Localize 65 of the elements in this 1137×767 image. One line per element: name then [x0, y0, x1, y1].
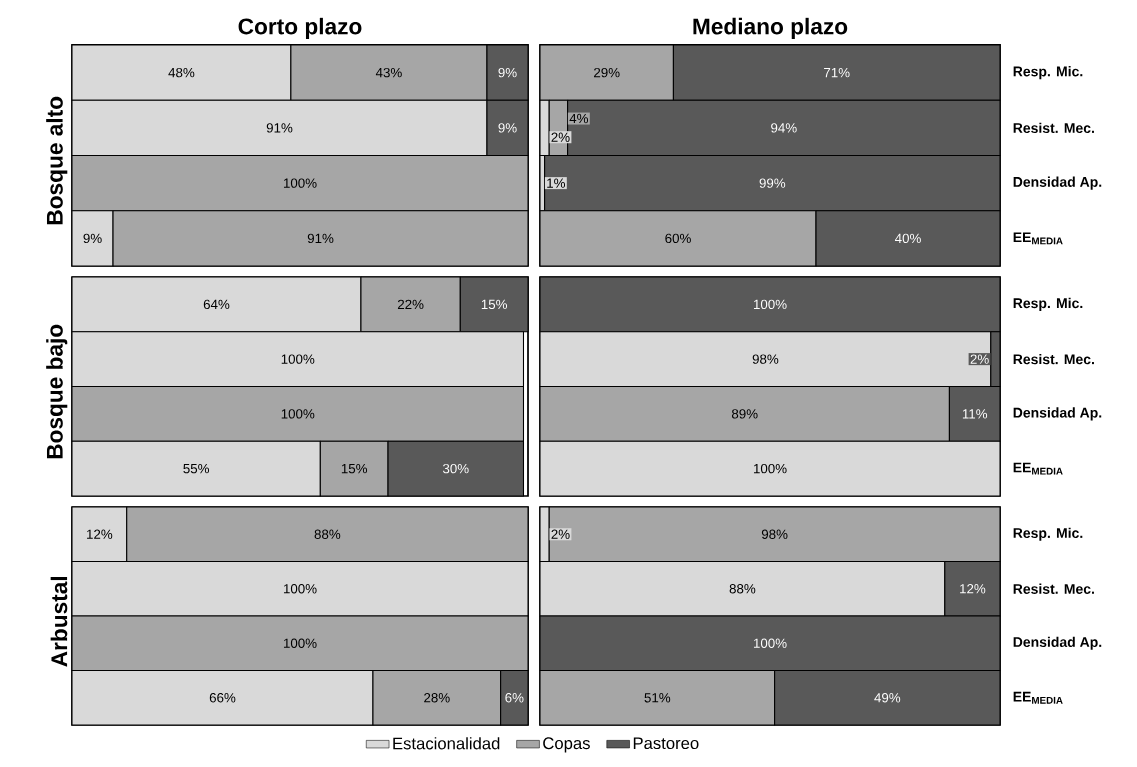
data-label: 15%	[341, 463, 368, 474]
data-label: 88%	[314, 529, 341, 539]
y-tick-label: Resist. Mec.	[1013, 353, 1094, 365]
y-tick-label: Densidad Ap.	[1013, 176, 1102, 190]
data-label: 2%	[551, 132, 570, 142]
legend-label: Pastoreo	[633, 737, 699, 750]
data-label: 9%	[83, 233, 102, 244]
data-label: 64%	[203, 299, 230, 310]
legend-label: Copas	[543, 737, 590, 753]
y-tick-label: EE$_{MEDIA}$	[1013, 462, 1063, 475]
data-label: 29%	[594, 67, 620, 78]
data-label: 99%	[759, 178, 786, 188]
data-label: 43%	[375, 67, 402, 78]
y-tick-label: Densidad Ap.	[1013, 636, 1102, 650]
data-label: 89%	[731, 409, 758, 419]
y-tick-label: Resist. Mec.	[1013, 583, 1094, 594]
data-label: 6%	[505, 693, 524, 703]
data-label: 60%	[665, 233, 691, 244]
data-label: 100%	[283, 178, 317, 188]
data-label: 91%	[266, 123, 293, 133]
data-label: 66%	[209, 693, 236, 703]
data-label: 100%	[753, 638, 787, 648]
data-label: 1%	[547, 178, 566, 188]
data-label: 49%	[874, 693, 901, 703]
data-label: 91%	[307, 233, 334, 244]
y-axis-title: Bosque bajo	[46, 324, 68, 459]
data-label: 88%	[729, 584, 756, 594]
data-label: 100%	[281, 354, 315, 364]
y-tick-label: Resp. Mic.	[1013, 66, 1083, 80]
data-label: 71%	[824, 67, 850, 78]
y-tick-label: EE$_{MEDIA}$	[1013, 691, 1063, 704]
data-label: 94%	[771, 123, 797, 133]
data-label: 40%	[894, 233, 921, 244]
legend-label: Estacionalidad	[393, 737, 500, 750]
data-label: 2%	[551, 529, 570, 539]
data-label: 12%	[960, 584, 986, 594]
chart-title: Corto plazo	[238, 17, 362, 39]
y-tick-label: Resp. Mic.	[1013, 527, 1083, 541]
y-axis-title: Bosque alto	[46, 96, 68, 225]
chart-title: Mediano plazo	[693, 17, 848, 39]
data-label: 100%	[281, 409, 315, 419]
data-label: 9%	[498, 123, 517, 133]
y-tick-label: Densidad Ap.	[1013, 407, 1102, 421]
data-label: 100%	[753, 299, 787, 310]
data-label: 22%	[397, 299, 424, 310]
data-label: 48%	[168, 67, 195, 78]
y-tick-label: Resist. Mec.	[1013, 122, 1094, 134]
data-label: 11%	[962, 409, 988, 419]
data-label: 28%	[424, 693, 450, 703]
data-label: 30%	[442, 463, 469, 474]
data-label: 55%	[183, 463, 210, 474]
y-axis-title: Arbustal	[50, 576, 68, 667]
y-tick-label: Resp. Mic.	[1013, 297, 1083, 311]
data-label: 100%	[753, 463, 787, 474]
data-label: 9%	[498, 67, 517, 78]
data-label: 15%	[481, 299, 508, 310]
data-label: 12%	[87, 529, 113, 539]
data-label: 2%	[970, 354, 989, 364]
data-label: 98%	[752, 354, 779, 364]
y-tick-label: EE$_{MEDIA}$	[1013, 232, 1063, 245]
data-label: 100%	[283, 638, 317, 648]
data-label: 100%	[283, 584, 317, 594]
data-label: 51%	[644, 693, 671, 703]
data-label: 98%	[761, 529, 788, 539]
data-label: 4%	[569, 113, 589, 124]
